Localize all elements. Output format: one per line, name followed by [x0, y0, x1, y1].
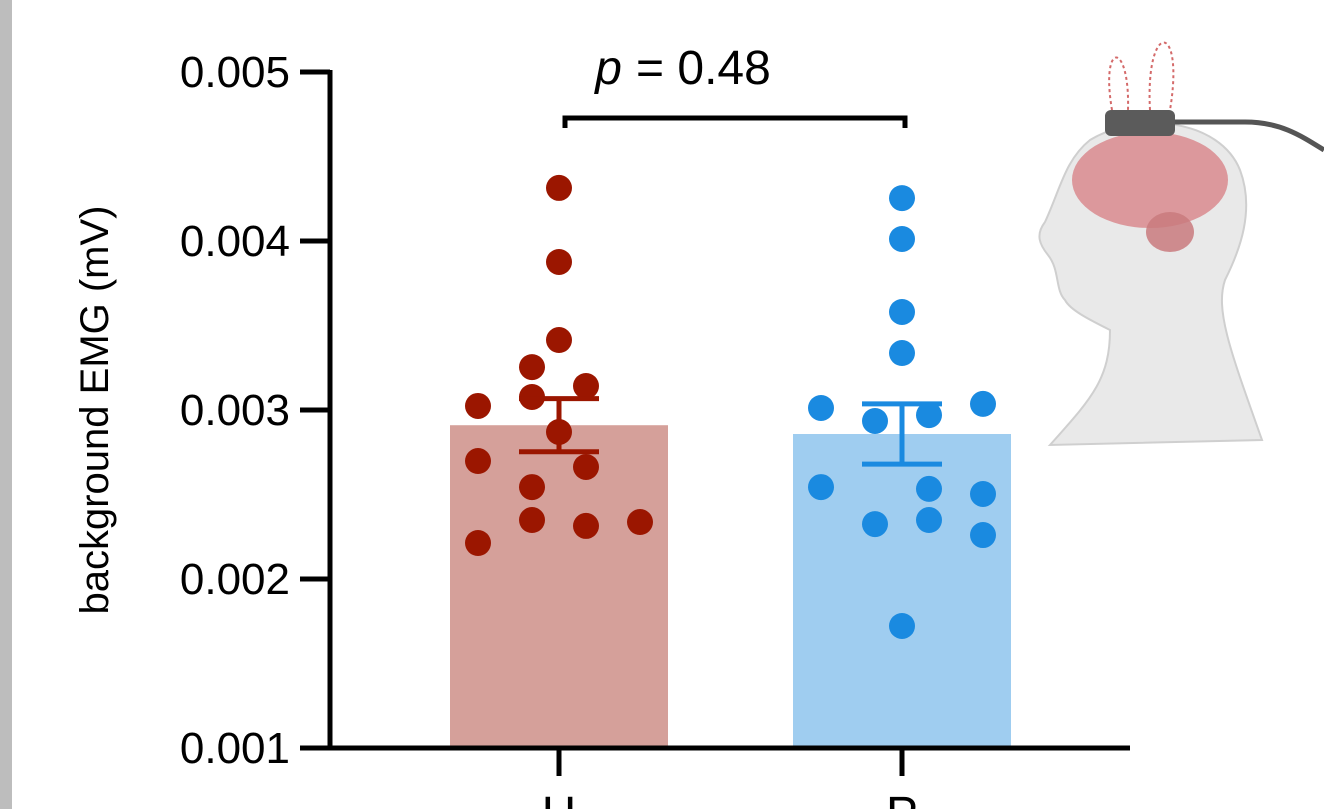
data-point — [889, 225, 915, 252]
data-point — [808, 394, 834, 421]
data-point — [862, 407, 888, 434]
data-point — [970, 480, 996, 507]
data-point — [916, 475, 942, 502]
y-tick-label: 0.002 — [180, 555, 290, 604]
data-point — [519, 507, 545, 534]
head-illustration — [1038, 41, 1324, 447]
data-point — [465, 392, 491, 419]
p-value: = 0.48 — [636, 42, 771, 95]
data-point — [627, 509, 653, 536]
data-point — [970, 522, 996, 549]
data-point — [546, 248, 572, 275]
error-bar — [862, 401, 942, 467]
data-point — [889, 185, 915, 212]
data-point — [546, 174, 572, 201]
bar — [450, 425, 668, 748]
y-tick-label: 0.004 — [180, 217, 290, 266]
data-point — [573, 512, 599, 539]
data-point — [519, 354, 545, 381]
error-bar — [519, 396, 599, 455]
data-point — [970, 390, 996, 417]
data-point — [465, 448, 491, 475]
p-symbol: p — [593, 42, 622, 95]
data-point — [889, 340, 915, 367]
significance-bracket — [562, 115, 908, 128]
data-point — [916, 402, 942, 429]
data-point — [573, 453, 599, 480]
data-point — [465, 530, 491, 557]
data-point — [808, 474, 834, 501]
data-point — [519, 474, 545, 501]
y-tick-label: 0.003 — [180, 386, 290, 435]
y-tick-label: 0.005 — [180, 48, 290, 97]
x-tick-label: H — [542, 788, 577, 809]
x-tick-label: P — [886, 788, 918, 809]
data-point — [546, 327, 572, 354]
data-point — [862, 511, 888, 538]
data-point — [889, 612, 915, 639]
data-point — [573, 373, 599, 400]
y-tick-label: 0.001 — [180, 724, 290, 773]
y-axis-label: background EMG (mV) — [73, 205, 117, 614]
side-strip — [0, 0, 12, 809]
data-point — [916, 507, 942, 534]
data-point — [889, 298, 915, 325]
